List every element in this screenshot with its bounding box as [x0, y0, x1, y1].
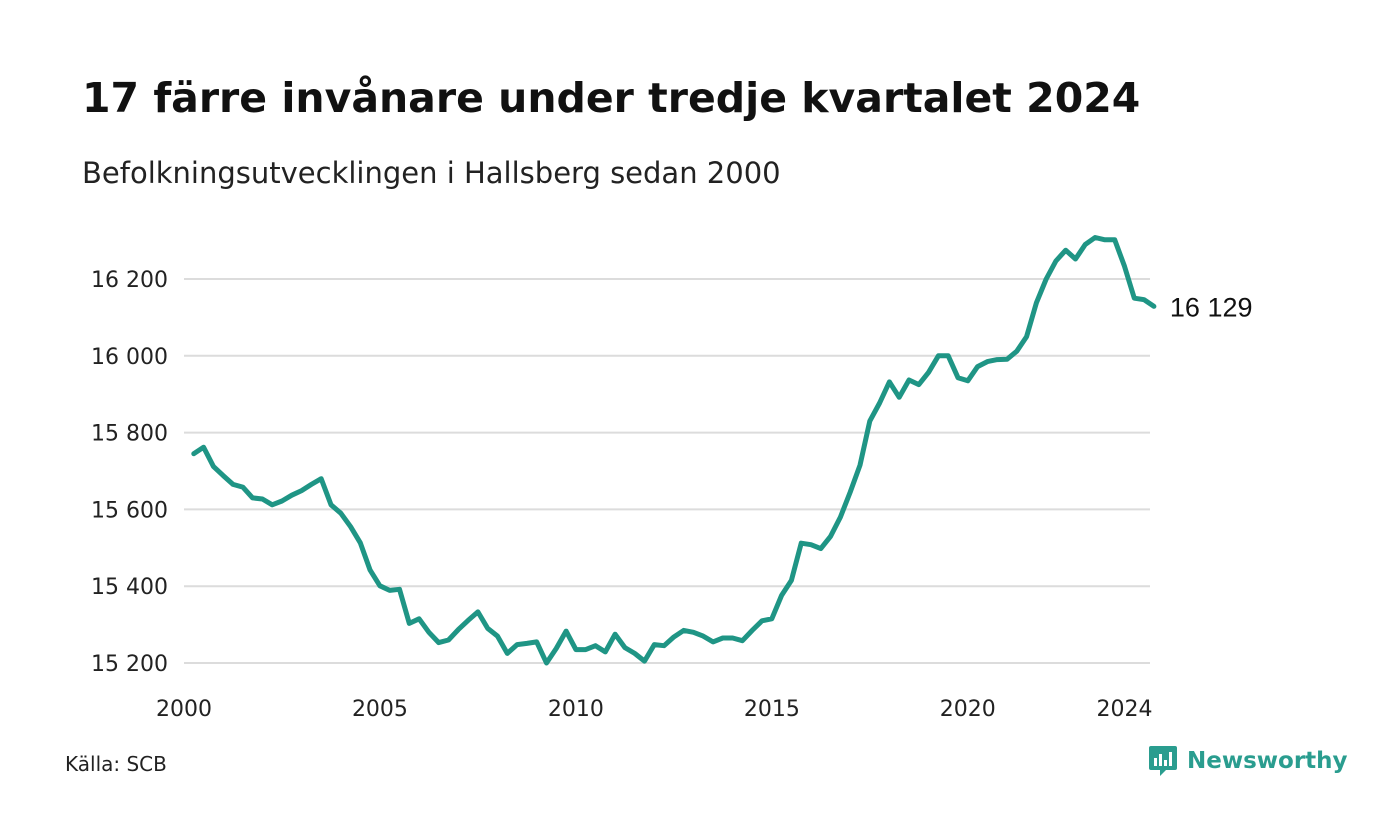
- x-tick-label: 2020: [940, 697, 996, 722]
- series-layer: [191, 235, 1157, 666]
- y-tick-label: 15 200: [91, 652, 168, 677]
- y-tick-label: 15 400: [91, 575, 168, 600]
- brand-logo: Newsworthy: [1148, 744, 1348, 778]
- x-axis-tick-labels: 2000 2005 2010 2015 2020 2024: [156, 697, 1153, 722]
- y-tick-label: 15 600: [91, 498, 168, 523]
- x-tick-label: 2000: [156, 697, 212, 722]
- chart-subtitle: Befolkningsutvecklingen i Hallsberg seda…: [82, 156, 781, 190]
- grid-lines: [184, 278, 1150, 664]
- y-tick-label: 16 200: [91, 268, 168, 293]
- chart-title: 17 färre invånare under tredje kvartalet…: [82, 74, 1141, 122]
- brand-name: Newsworthy: [1187, 748, 1348, 774]
- series-line: [191, 235, 1157, 666]
- x-tick-label: 2010: [548, 697, 604, 722]
- x-tick-label: 2015: [744, 697, 800, 722]
- y-tick-label: 16 000: [91, 345, 168, 370]
- y-tick-label: 15 800: [91, 422, 168, 447]
- end-value-label: 16 129: [1170, 292, 1253, 322]
- newsworthy-logo-icon: [1149, 746, 1177, 776]
- y-axis-tick-labels: 15 200 15 400 15 600 15 800 16 000 16 200: [91, 268, 168, 677]
- source-note: Källa: SCB: [65, 752, 167, 776]
- x-tick-label: 2024: [1097, 697, 1153, 722]
- x-tick-label: 2005: [352, 697, 408, 722]
